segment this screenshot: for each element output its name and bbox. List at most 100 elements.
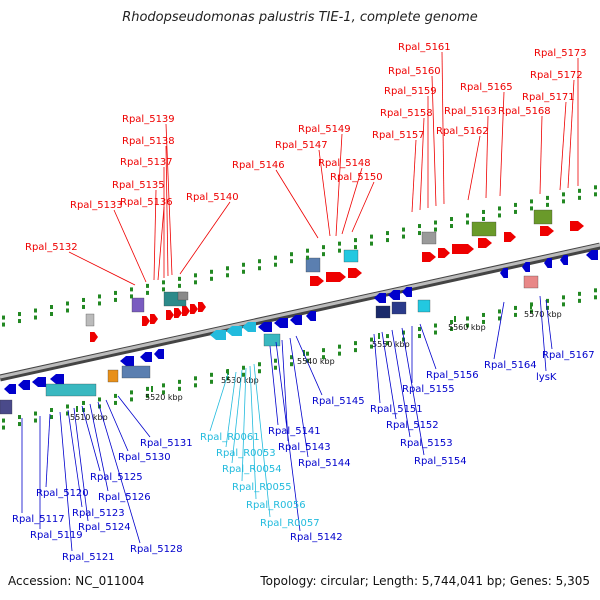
tick-dot <box>114 297 117 302</box>
leader-line <box>539 115 543 195</box>
tick-dot <box>2 425 5 430</box>
tick-dot <box>562 295 565 300</box>
gene-label: Rpal_5159 <box>384 86 437 97</box>
tick-dot <box>162 287 165 292</box>
tick-dot <box>322 245 325 250</box>
leader-line <box>567 79 575 189</box>
tick-dot <box>2 322 5 327</box>
gene-label: Rpal_5119 <box>30 530 83 541</box>
tick-dot <box>354 245 357 250</box>
leader-line <box>281 339 289 442</box>
gene-label: Rpal_R0053 <box>216 448 276 459</box>
leader-line <box>499 91 505 197</box>
tick-dot <box>258 369 261 374</box>
scale-tick <box>227 369 229 375</box>
reverse-gene-arrow <box>388 290 400 300</box>
leader-line <box>73 407 89 522</box>
tick-dot <box>130 294 133 299</box>
forward-gene-arrow <box>174 308 182 318</box>
tick-dot <box>66 404 69 409</box>
tick-dot <box>18 312 21 317</box>
scale-tick <box>530 303 532 309</box>
tick-dot <box>178 386 181 391</box>
tick-dot <box>82 304 85 309</box>
gene-label: Rpal_5136 <box>120 197 173 208</box>
forward-gene-arrow <box>478 238 492 248</box>
gene-label: Rpal_R0054 <box>222 464 282 475</box>
protein-domain-box <box>533 209 553 225</box>
leader-line <box>545 299 553 350</box>
leader-line <box>45 413 51 488</box>
tick-dot <box>34 308 37 313</box>
gene-label: Rpal_5143 <box>278 442 331 453</box>
tick-dot <box>274 262 277 267</box>
gene-label: Rpal_5153 <box>400 438 453 449</box>
gene-label: Rpal_R0056 <box>246 500 306 511</box>
backbone-line <box>0 243 600 379</box>
tick-dot <box>434 330 437 335</box>
gene-label: Rpal_R0061 <box>200 432 260 443</box>
scale-label: 5510 kbp <box>70 413 108 422</box>
tick-dot <box>482 312 485 317</box>
gene-label: Rpal_5150 <box>330 172 383 183</box>
tick-dot <box>354 348 357 353</box>
tick-dot <box>578 291 581 296</box>
gene-label: Rpal_5155 <box>402 384 455 395</box>
tick-dot <box>290 252 293 257</box>
tick-dot <box>418 224 421 229</box>
tick-dot <box>578 298 581 303</box>
tick-dot <box>354 341 357 346</box>
leader-line <box>89 403 109 492</box>
tick-dot <box>82 400 85 405</box>
leader-line <box>179 201 231 275</box>
gene-label: Rpal_5149 <box>298 124 351 135</box>
tick-dot <box>498 309 501 314</box>
leader-line <box>381 331 397 420</box>
protein-domain-box <box>375 305 391 319</box>
tick-dot <box>98 397 101 402</box>
leader-line <box>373 333 381 404</box>
gene-labels: Rpal_5132 Rpal_5133 Rpal_5135 Rpal_5136 Rpal… <box>12 42 595 563</box>
gene-label: Rpal_5164 <box>484 360 537 371</box>
tick-dot <box>130 397 133 402</box>
tick-dot <box>434 323 437 328</box>
tick-dot <box>34 315 37 320</box>
feature-tracks <box>0 209 600 415</box>
tick-dot <box>18 415 21 420</box>
tick-dot <box>258 259 261 264</box>
tick-dot <box>210 372 213 377</box>
gene-label: Rpal_5162 <box>436 126 489 137</box>
leader-line <box>351 181 375 233</box>
protein-domain-box <box>343 249 359 263</box>
tick-dot <box>178 276 181 281</box>
tick-dot <box>434 227 437 232</box>
leader-line <box>341 167 363 235</box>
leader-line <box>153 189 157 281</box>
forward-gene-arrow <box>190 304 198 314</box>
gene-label: Rpal_5157 <box>372 130 425 141</box>
gene-label: Rpal_5141 <box>268 426 321 437</box>
tick-dot <box>546 305 549 310</box>
tick-dot <box>434 220 437 225</box>
reverse-gene-arrow <box>522 262 530 272</box>
gene-label: Rpal_R0057 <box>260 518 320 529</box>
tick-dot <box>578 195 581 200</box>
leader-line <box>275 169 319 239</box>
tick-dot <box>402 337 405 342</box>
forward-gene-arrow <box>348 268 362 278</box>
tick-dot <box>50 415 53 419</box>
tick-dot <box>242 262 245 267</box>
tick-dot <box>242 365 245 370</box>
leader-line <box>165 123 173 276</box>
tick-dot <box>322 348 325 353</box>
tick-dot <box>130 390 133 395</box>
tick-dot <box>146 283 149 288</box>
gene-label: Rpal_5117 <box>12 514 65 525</box>
tick-dot <box>386 238 389 243</box>
tick-dot <box>306 351 309 356</box>
forward-gene-arrow <box>452 244 474 254</box>
reverse-gene-arrow <box>544 258 552 268</box>
gene-label: Rpal_5132 <box>25 242 78 253</box>
tick-dot <box>82 297 85 302</box>
